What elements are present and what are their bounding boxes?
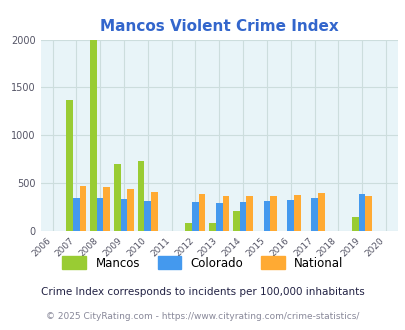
Bar: [310, 198, 317, 231]
Bar: [120, 199, 127, 231]
Bar: [263, 201, 270, 231]
Bar: [114, 164, 120, 231]
Bar: [246, 196, 252, 231]
Bar: [144, 201, 151, 231]
Bar: [239, 202, 246, 231]
Bar: [232, 211, 239, 231]
Bar: [90, 40, 96, 231]
Bar: [293, 195, 300, 231]
Bar: [270, 196, 276, 231]
Bar: [215, 203, 222, 231]
Bar: [66, 100, 73, 231]
Bar: [79, 185, 86, 231]
Bar: [96, 198, 103, 231]
Bar: [185, 223, 192, 231]
Bar: [222, 196, 229, 231]
Bar: [351, 216, 358, 231]
Bar: [198, 194, 205, 231]
Bar: [287, 200, 293, 231]
Bar: [317, 193, 324, 231]
Bar: [73, 198, 79, 231]
Bar: [137, 161, 144, 231]
Bar: [151, 192, 158, 231]
Bar: [358, 194, 364, 231]
Bar: [127, 189, 134, 231]
Bar: [364, 196, 371, 231]
Text: © 2025 CityRating.com - https://www.cityrating.com/crime-statistics/: © 2025 CityRating.com - https://www.city…: [46, 312, 359, 321]
Title: Mancos Violent Crime Index: Mancos Violent Crime Index: [100, 19, 338, 34]
Legend: Mancos, Colorado, National: Mancos, Colorado, National: [58, 252, 347, 274]
Bar: [192, 202, 198, 231]
Text: Crime Index corresponds to incidents per 100,000 inhabitants: Crime Index corresponds to incidents per…: [41, 287, 364, 297]
Bar: [209, 223, 215, 231]
Bar: [103, 187, 110, 231]
